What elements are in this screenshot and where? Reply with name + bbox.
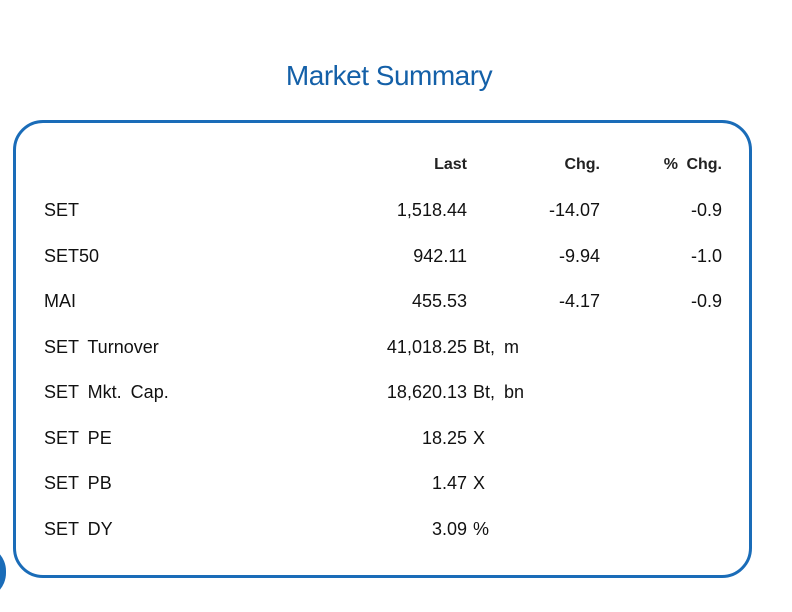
row-last: 18.25 [421,428,467,448]
page-title: Market Summary [285,60,493,91]
row-pct-chg: -1.0 [690,246,722,266]
row-chg: -14.07 [548,200,600,220]
row-unit: X [473,428,486,448]
row-label: SET PE [44,428,112,448]
row-label: MAI [44,291,77,311]
row-label: SET DY [44,519,113,539]
row-unit: Bt, m [473,337,520,357]
column-header-chg: Chg. [564,156,600,173]
row-label: SET50 [44,246,100,266]
row-chg: -9.94 [558,246,600,266]
row-label: SET [44,200,80,220]
column-header-last: Last [434,156,467,173]
row-label: SET PB [44,473,112,493]
row-last: 942.11 [413,246,467,266]
row-unit: Bt, bn [473,382,525,402]
row-last: 1,518.44 [396,200,467,220]
summary-panel [13,120,752,578]
row-chg: -4.17 [558,291,600,311]
corner-decoration [0,545,6,599]
row-last: 18,620.13 [386,382,467,402]
row-pct-chg: -0.9 [690,200,722,220]
row-pct-chg: -0.9 [690,291,722,311]
row-last: 41,018.25 [386,337,467,357]
row-label: SET Turnover [44,337,159,357]
row-label: SET Mkt. Cap. [44,382,169,402]
column-header-pct-chg: % Chg. [663,156,722,173]
row-unit: % [473,519,490,539]
row-unit: X [473,473,486,493]
row-last: 3.09 [431,519,467,539]
row-last: 1.47 [431,473,467,493]
row-last: 455.53 [411,291,467,311]
